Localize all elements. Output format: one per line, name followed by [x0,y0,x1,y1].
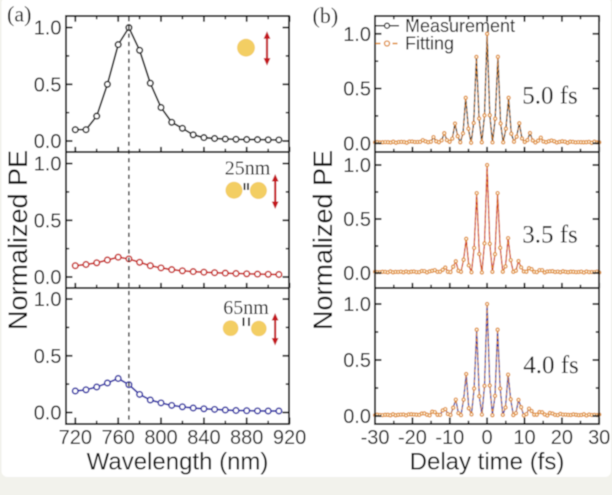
svg-text:840: 840 [187,427,220,449]
svg-text:Normalized PE: Normalized PE [3,150,33,330]
svg-text:10: 10 [513,427,535,449]
svg-text:1.0: 1.0 [34,154,62,176]
svg-text:Delay time (fs): Delay time (fs) [410,449,565,476]
svg-text:760: 760 [102,427,135,449]
svg-text:920: 920 [273,427,306,449]
svg-text:0.5: 0.5 [343,209,371,231]
svg-text:4.0 fs: 4.0 fs [523,352,579,379]
svg-text:0.0: 0.0 [34,403,62,425]
svg-text:20: 20 [551,427,573,449]
svg-text:1.0: 1.0 [343,155,371,177]
svg-text:0.5: 0.5 [34,346,62,368]
svg-text:Normalized PE: Normalized PE [308,150,338,330]
svg-text:Fitting: Fitting [405,34,454,54]
svg-text:0.5: 0.5 [34,74,62,96]
svg-text:-30: -30 [361,427,390,449]
svg-text:800: 800 [144,427,177,449]
svg-text:880: 880 [230,427,263,449]
svg-text:-20: -20 [398,427,427,449]
svg-text:Wavelength (nm): Wavelength (nm) [87,449,269,476]
svg-text:5.0 fs: 5.0 fs [522,83,578,110]
svg-text:0.5: 0.5 [343,79,371,101]
svg-text:Measurement: Measurement [405,16,515,36]
svg-text:0.0: 0.0 [34,131,62,153]
svg-text:25nm: 25nm [225,158,271,180]
svg-text:(b): (b) [313,3,339,28]
svg-text:1.0: 1.0 [343,24,371,46]
svg-text:0: 0 [482,427,493,449]
svg-text:(a): (a) [7,2,31,27]
svg-text:0.0: 0.0 [343,263,371,285]
svg-text:0.5: 0.5 [34,210,62,232]
svg-text:3.5 fs: 3.5 fs [522,222,578,249]
svg-text:0.0: 0.0 [343,133,371,155]
svg-text:-10: -10 [435,427,464,449]
svg-text:65nm: 65nm [223,297,269,319]
svg-text:0.0: 0.0 [343,406,371,428]
svg-text:0.5: 0.5 [343,350,371,372]
svg-text:30: 30 [588,427,610,449]
svg-text:1.0: 1.0 [34,18,62,40]
svg-text:1.0: 1.0 [343,294,371,316]
svg-text:0.0: 0.0 [34,267,62,289]
svg-text:720: 720 [59,427,92,449]
svg-text:1.0: 1.0 [34,289,62,311]
